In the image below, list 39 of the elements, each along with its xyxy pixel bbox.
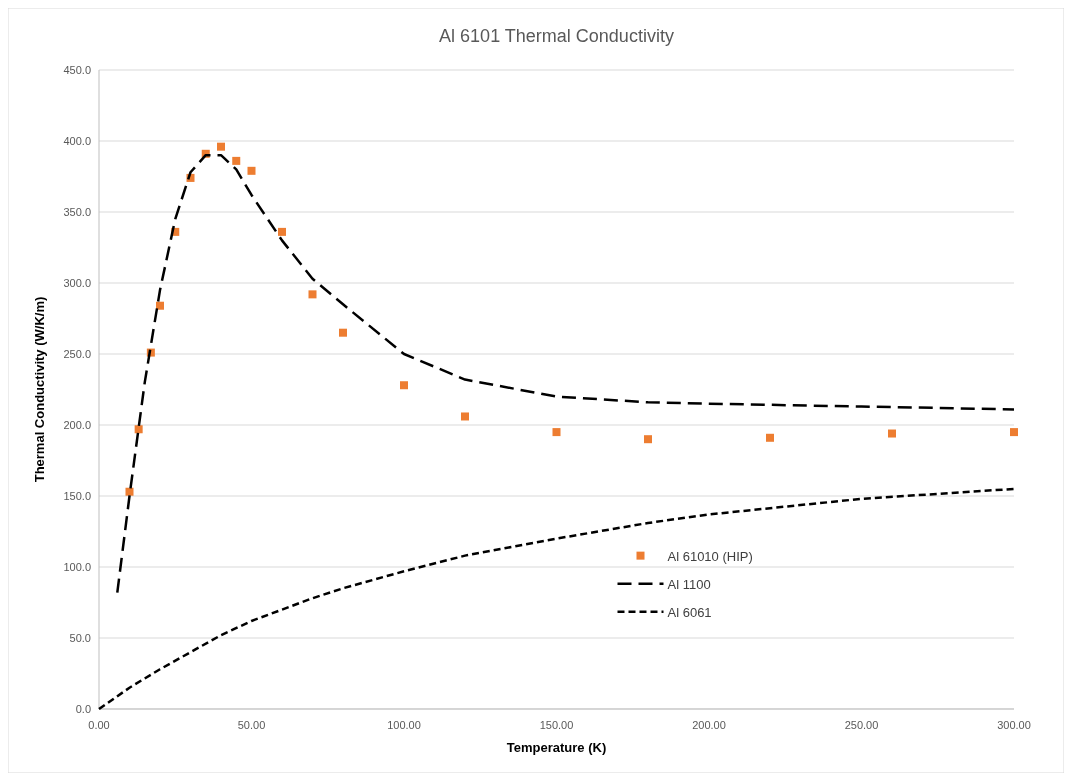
y-tick-label: 250.0 (63, 348, 91, 360)
point (308, 290, 317, 299)
point (1010, 428, 1018, 437)
point (339, 328, 347, 337)
y-tick-label: 0.0 (75, 703, 91, 715)
x-tick-label: 50.00 (237, 719, 266, 731)
x-tick-label: 250.00 (844, 719, 879, 731)
y-tick-label: 350.0 (63, 206, 91, 218)
point (644, 435, 652, 444)
point (247, 166, 256, 175)
x-tick-label: 200.00 (692, 719, 726, 731)
point (400, 381, 408, 390)
point (888, 429, 896, 438)
x-axis-title: Temperature (K) (506, 740, 607, 755)
point (461, 412, 469, 421)
legend-label: Al 61010 (HIP) (667, 548, 753, 564)
y-axis-title: Thermal Conductivity (W/K/m) (32, 296, 47, 483)
y-tick-label: 150.0 (63, 490, 91, 502)
point (217, 142, 225, 151)
point (766, 433, 774, 442)
x-tick-label: 100.00 (387, 719, 421, 731)
point (134, 425, 143, 434)
y-tick-label: 400.0 (63, 135, 91, 147)
point (156, 301, 164, 310)
legend-label: Al 1100 (667, 576, 711, 592)
point (278, 227, 286, 236)
y-tick-label: 450.0 (63, 64, 91, 76)
point (125, 487, 134, 496)
y-tick-label: 200.0 (63, 419, 91, 431)
x-tick-label: 0.00 (88, 719, 110, 731)
point (552, 428, 561, 437)
x-tick-label: 150.00 (539, 719, 574, 731)
legend-label: Al 6061 (667, 604, 712, 620)
x-tick-label: 300.00 (997, 719, 1031, 731)
y-tick-label: 300.0 (63, 277, 91, 289)
chart-title: Al 6101 Thermal Conductivity (439, 26, 674, 46)
point (232, 156, 241, 165)
y-tick-label: 50.0 (69, 632, 91, 644)
y-tick-label: 100.0 (63, 561, 91, 573)
